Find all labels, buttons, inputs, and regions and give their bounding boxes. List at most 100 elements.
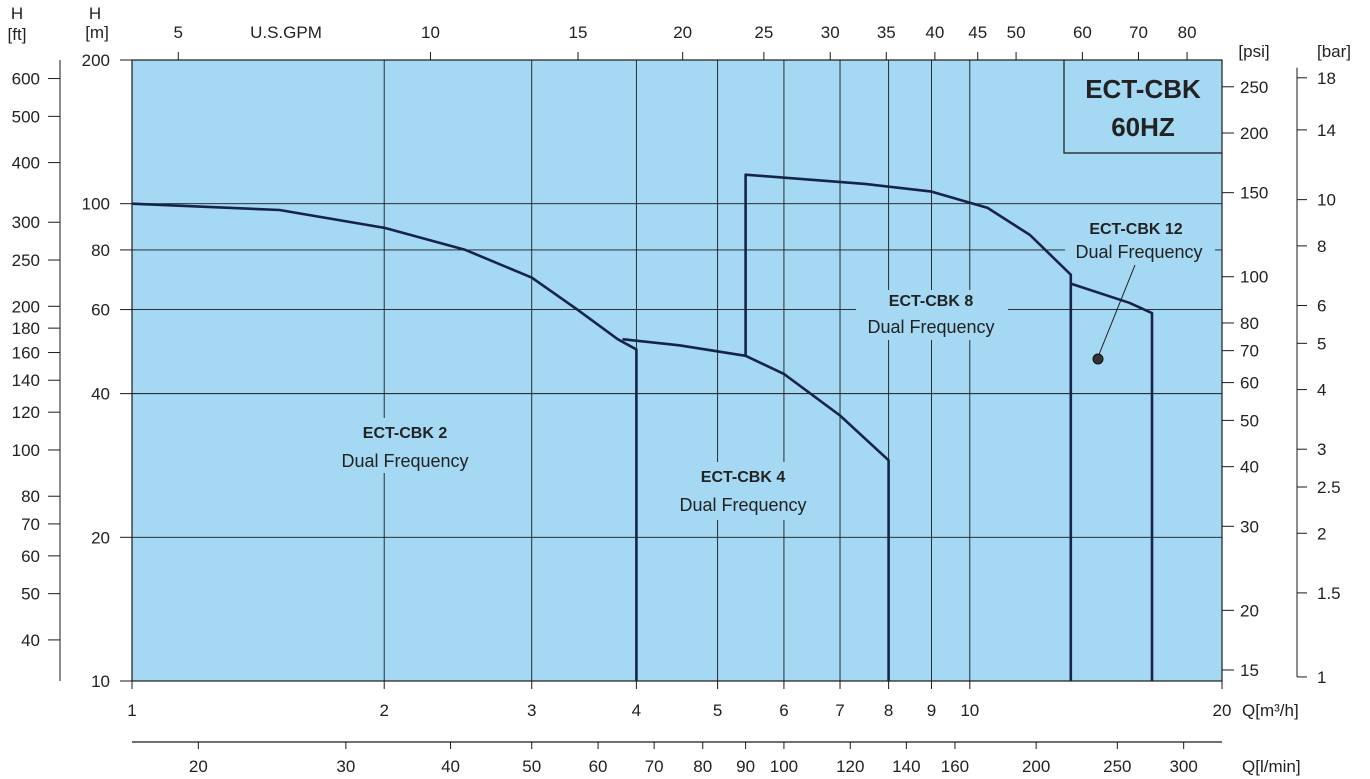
yft-tick-label: 60: [21, 547, 40, 566]
lmin-tick-label: 50: [522, 757, 541, 776]
x-tick-label: 6: [779, 701, 788, 720]
series-label-cbk4: ECT-CBK 4: [701, 469, 786, 486]
yft-tick-label: 400: [12, 154, 40, 173]
ypsi-tick-label: 250: [1240, 78, 1268, 97]
x-tick-label: 1: [127, 701, 136, 720]
ym-tick-label: 60: [91, 301, 110, 320]
ybar-tick-label: 4: [1317, 381, 1326, 400]
yft-tick-label: 160: [12, 344, 40, 363]
lmin-tick-label: 90: [736, 757, 755, 776]
yft-tick-label: 300: [12, 213, 40, 232]
title-box: [1063, 60, 1222, 154]
series-label-cbk8: ECT-CBK 8: [889, 293, 974, 310]
lmin-tick-label: 60: [589, 757, 608, 776]
series-label-cbk12: ECT-CBK 12: [1089, 221, 1182, 238]
x-tick-label: 9: [927, 701, 936, 720]
ym-tick-label: 40: [91, 385, 110, 404]
x-tick-label: 4: [632, 701, 641, 720]
gpm-tick-label: 50: [1007, 23, 1026, 42]
x-tick-label: 7: [835, 701, 844, 720]
ypsi-tick-label: 20: [1240, 601, 1259, 620]
series-sublabel-cbk12: Dual Frequency: [1075, 242, 1202, 262]
chart-subtitle: 60HZ: [1111, 112, 1175, 142]
lmin-tick-label: 300: [1169, 757, 1197, 776]
series-label-cbk2: ECT-CBK 2: [363, 425, 448, 442]
x-tick-label: 5: [713, 701, 722, 720]
ypsi-tick-label: 30: [1240, 517, 1259, 536]
ybar-tick-label: 1: [1317, 668, 1326, 687]
ybar-tick-label: 1.5: [1317, 584, 1341, 603]
x-tick-label: 10: [960, 701, 979, 720]
ypsi-tick-label: 15: [1240, 661, 1259, 680]
lmin-axis-label: Q[l/min]: [1242, 757, 1301, 776]
yft-axis-label-bottom: [ft]: [8, 25, 27, 44]
gpm-tick-label: 10: [421, 23, 440, 42]
lmin-tick-label: 120: [836, 757, 864, 776]
ypsi-tick-label: 40: [1240, 458, 1259, 477]
lmin-tick-label: 70: [645, 757, 664, 776]
ym-tick-label: 20: [91, 528, 110, 547]
ym-tick-label: 80: [91, 241, 110, 260]
gpm-tick-label: 30: [821, 23, 840, 42]
x-tick-label: 3: [527, 701, 536, 720]
lmin-tick-label: 200: [1022, 757, 1050, 776]
leader-dot-cbk12: [1092, 353, 1104, 365]
yft-tick-label: 40: [21, 631, 40, 650]
plot-area: [131, 59, 1223, 682]
ym-tick-label: 10: [91, 672, 110, 691]
ym-tick-label: 100: [82, 195, 110, 214]
curve-series-2: [622, 337, 890, 681]
ym-tick-label: 200: [82, 51, 110, 70]
yft-tick-label: 120: [12, 403, 40, 422]
ypsi-tick-label: 60: [1240, 374, 1259, 393]
series-sublabel-cbk8: Dual Frequency: [867, 317, 994, 337]
gpm-tick-label: 60: [1073, 23, 1092, 42]
yft-tick-label: 200: [12, 297, 40, 316]
gpm-tick-label: 35: [877, 23, 896, 42]
series-sublabel-cbk2: Dual Frequency: [341, 451, 468, 471]
yft-tick-label: 500: [12, 107, 40, 126]
lmin-tick-label: 30: [336, 757, 355, 776]
chart-title: ECT-CBK: [1085, 74, 1201, 104]
ybar-tick-label: 18: [1317, 69, 1336, 88]
gpm-tick-label: 80: [1178, 23, 1197, 42]
lmin-tick-label: 100: [770, 757, 798, 776]
axes: 1 2 3 4 5 6 7 8 9 10 20 Q[m³/h] 20 30 40 50 60 70 80 90 100 1…: [8, 4, 1351, 776]
ym-axis-label-top: H: [89, 4, 101, 23]
gpm-tick-label: 40: [925, 23, 944, 42]
label-bg-cbk2: [330, 418, 480, 473]
curve-series-4: [1070, 282, 1154, 681]
yft-tick-label: 70: [21, 515, 40, 534]
gpm-tick-label: 5: [174, 23, 183, 42]
ybar-tick-label: 10: [1317, 191, 1336, 210]
x-tick-label: 2: [379, 701, 388, 720]
x-tick-label: 8: [884, 701, 893, 720]
ybar-tick-label: 6: [1317, 297, 1326, 316]
label-bg-cbk8: [856, 290, 1008, 340]
yft-axis-label-top: H: [11, 4, 23, 23]
grid: [132, 60, 1222, 681]
lmin-tick-label: 160: [941, 757, 969, 776]
ybar-tick-label: 2.5: [1317, 478, 1341, 497]
x-tick-label: 20: [1213, 701, 1232, 720]
ym-axis-label-bottom: [m]: [85, 23, 109, 42]
gpm-tick-label: 70: [1129, 23, 1148, 42]
ypsi-tick-label: 200: [1240, 124, 1268, 143]
yft-tick-label: 600: [12, 70, 40, 89]
yft-tick-label: 100: [12, 441, 40, 460]
curve-series-1: [131, 202, 638, 681]
label-bg-cbk4: [667, 462, 819, 520]
ybar-tick-label: 2: [1317, 524, 1326, 543]
ypsi-tick-label: 100: [1240, 268, 1268, 287]
ybar-tick-label: 5: [1317, 334, 1326, 353]
gpm-axis-label: U.S.GPM: [250, 23, 322, 42]
ypsi-tick-label: 50: [1240, 411, 1259, 430]
ybar-axis-label: [bar]: [1317, 42, 1351, 61]
ybar-tick-label: 14: [1317, 121, 1336, 140]
yft-tick-label: 180: [12, 319, 40, 338]
lmin-tick-label: 250: [1103, 757, 1131, 776]
yft-tick-label: 140: [12, 371, 40, 390]
x-axis-label: Q[m³/h]: [1242, 701, 1299, 720]
label-bg-cbk12: [1065, 220, 1215, 265]
